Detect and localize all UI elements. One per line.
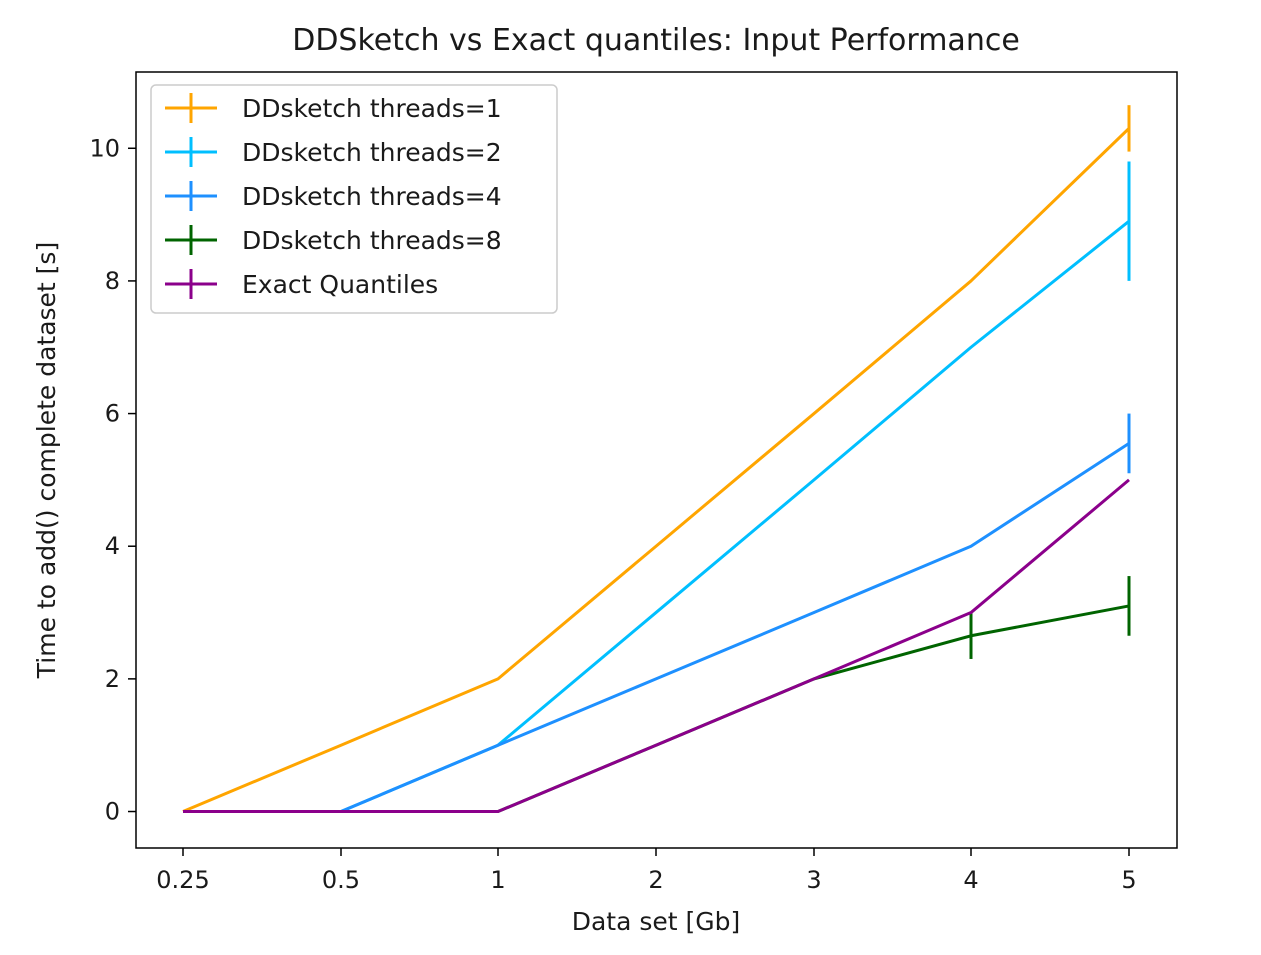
legend: DDsketch threads=1 DDsketch threads=2 DDsk…: [151, 85, 557, 313]
y-tick-label: 6: [105, 400, 120, 428]
x-axis-label: Data set [Gb]: [572, 907, 741, 936]
y-tick-label: 0: [105, 798, 120, 826]
x-tick-label: 2: [648, 866, 663, 894]
series-line: [183, 480, 1129, 812]
legend-label: DDsketch threads=8: [242, 226, 502, 255]
legend-label: Exact Quantiles: [242, 270, 438, 299]
series-5: [183, 480, 1129, 812]
legend-label: DDsketch threads=2: [242, 138, 502, 167]
x-tick-label: 3: [806, 866, 821, 894]
legend-label: DDsketch threads=4: [242, 182, 502, 211]
x-tick-label: 0.5: [322, 866, 360, 894]
y-tick-label: 2: [105, 665, 120, 693]
legend-label: DDsketch threads=1: [242, 94, 502, 123]
x-tick-label: 0.25: [156, 866, 209, 894]
series-line: [183, 606, 1129, 812]
x-tick-label: 1: [490, 866, 505, 894]
y-axis: 0 2 4 6 8 10: [89, 134, 136, 825]
x-tick-label: 5: [1121, 866, 1136, 894]
series-line: [183, 443, 1129, 811]
x-axis: 0.25 0.5 1 2 3 4 5: [156, 848, 1136, 894]
y-tick-label: 10: [89, 134, 120, 162]
y-axis-label: Time to add() complete dataset [s]: [32, 242, 61, 679]
x-tick-label: 4: [963, 866, 978, 894]
y-tick-label: 4: [105, 532, 120, 560]
y-tick-label: 8: [105, 267, 120, 295]
chart-title: DDSketch vs Exact quantiles: Input Perfo…: [292, 23, 1020, 58]
